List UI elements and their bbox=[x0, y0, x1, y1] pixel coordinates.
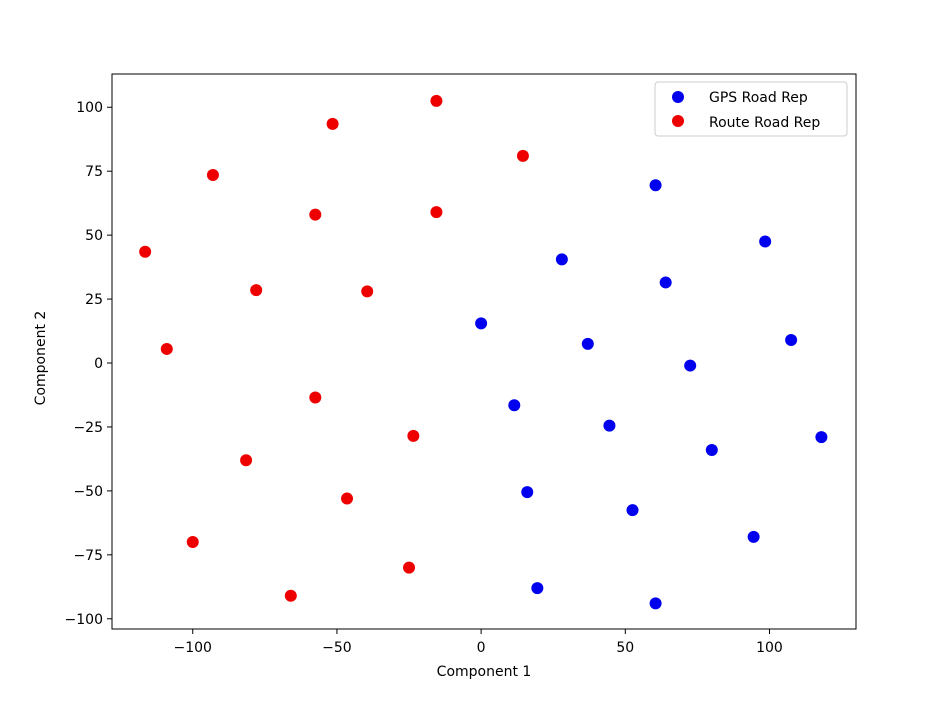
point-gps-road-rep-7 bbox=[684, 359, 697, 372]
point-route-road-rep-3 bbox=[206, 169, 219, 182]
point-route-road-rep-13 bbox=[341, 492, 354, 505]
plot-frame bbox=[111, 73, 857, 630]
point-gps-road-rep-9 bbox=[603, 419, 616, 432]
y-tick-label: −75 bbox=[73, 548, 103, 564]
point-gps-road-rep-0 bbox=[649, 179, 662, 192]
x-tick-label: 0 bbox=[477, 640, 486, 656]
x-tick-label: 50 bbox=[616, 640, 634, 656]
point-route-road-rep-11 bbox=[407, 429, 420, 442]
point-gps-road-rep-11 bbox=[815, 431, 828, 444]
y-tick-label: −100 bbox=[65, 612, 103, 628]
legend-label-gps-road-rep: GPS Road Rep bbox=[709, 90, 808, 106]
legend-box bbox=[654, 81, 848, 137]
point-route-road-rep-15 bbox=[403, 561, 416, 574]
point-gps-road-rep-4 bbox=[475, 317, 488, 330]
plot-area bbox=[112, 74, 856, 629]
y-tick-label: −50 bbox=[73, 484, 103, 500]
point-gps-road-rep-1 bbox=[759, 235, 772, 248]
y-tick-label: 0 bbox=[94, 356, 103, 372]
point-route-road-rep-0 bbox=[430, 94, 443, 107]
point-gps-road-rep-15 bbox=[531, 582, 544, 595]
point-gps-road-rep-8 bbox=[508, 399, 521, 412]
point-route-road-rep-10 bbox=[309, 391, 322, 404]
y-tick-label: 25 bbox=[85, 292, 103, 308]
x-tick-label: −50 bbox=[322, 640, 352, 656]
y-tick-label: −25 bbox=[73, 420, 103, 436]
point-gps-road-rep-6 bbox=[785, 333, 798, 346]
point-route-road-rep-5 bbox=[430, 206, 443, 219]
y-tick-label: 100 bbox=[76, 100, 103, 116]
point-route-road-rep-16 bbox=[284, 589, 297, 602]
legend-label-route-road-rep: Route Road Rep bbox=[709, 115, 820, 131]
x-tick-label: 100 bbox=[756, 640, 783, 656]
point-route-road-rep-9 bbox=[160, 342, 173, 355]
point-route-road-rep-8 bbox=[361, 285, 374, 298]
legend: GPS Road Rep Route Road Rep bbox=[654, 81, 848, 137]
point-gps-road-rep-12 bbox=[521, 486, 534, 499]
x-axis-ticks: −100 −50 0 50 100 bbox=[174, 629, 783, 656]
legend-marker-route-road-rep bbox=[672, 115, 684, 127]
y-axis-ticks: −100 −75 −50 −25 0 25 50 75 100 bbox=[65, 100, 112, 628]
point-gps-road-rep-10 bbox=[705, 443, 718, 456]
y-tick-label: 75 bbox=[85, 164, 103, 180]
x-tick-label: −100 bbox=[174, 640, 212, 656]
point-route-road-rep-12 bbox=[240, 454, 253, 467]
point-gps-road-rep-13 bbox=[626, 504, 639, 517]
point-route-road-rep-2 bbox=[516, 149, 529, 162]
point-route-road-rep-4 bbox=[309, 208, 322, 221]
data-points bbox=[139, 94, 828, 610]
legend-marker-gps-road-rep bbox=[672, 91, 684, 103]
point-gps-road-rep-16 bbox=[649, 597, 662, 610]
y-axis-label: Component 2 bbox=[33, 311, 49, 406]
point-route-road-rep-6 bbox=[139, 245, 152, 258]
y-tick-label: 50 bbox=[85, 228, 103, 244]
point-route-road-rep-14 bbox=[186, 536, 199, 549]
point-gps-road-rep-5 bbox=[581, 337, 594, 350]
point-gps-road-rep-3 bbox=[659, 276, 672, 289]
point-route-road-rep-7 bbox=[250, 284, 263, 297]
point-route-road-rep-1 bbox=[326, 117, 339, 130]
point-gps-road-rep-2 bbox=[555, 253, 568, 266]
point-gps-road-rep-14 bbox=[747, 530, 760, 543]
x-axis-label: Component 1 bbox=[437, 664, 532, 680]
